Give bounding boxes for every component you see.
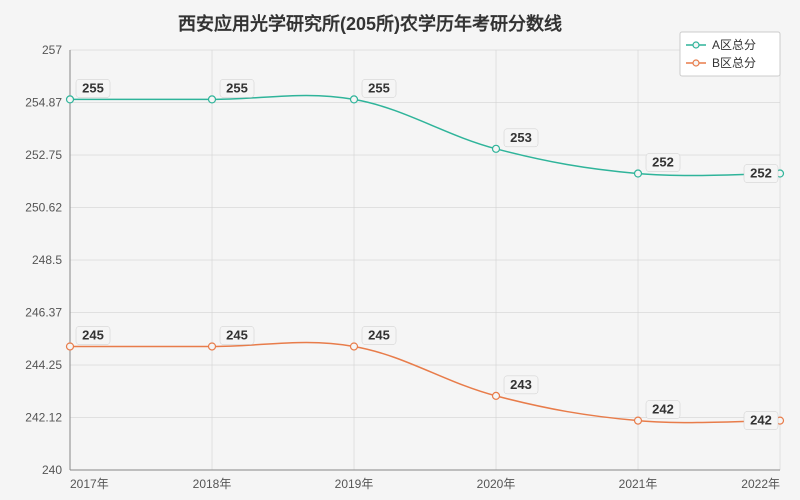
data-point <box>635 170 642 177</box>
data-label: 245 <box>226 327 248 342</box>
y-tick-label: 254.87 <box>25 96 62 110</box>
legend-label: B区总分 <box>712 56 756 70</box>
x-tick-label: 2021年 <box>619 477 658 491</box>
data-label-group: 242 <box>646 401 680 419</box>
data-label: 255 <box>368 80 390 95</box>
data-point <box>635 417 642 424</box>
data-label-group: 245 <box>220 326 254 344</box>
data-label: 243 <box>510 377 532 392</box>
y-tick-label: 240 <box>42 463 62 477</box>
data-label-group: 243 <box>504 376 538 394</box>
data-label-group: 245 <box>362 326 396 344</box>
x-tick-label: 2017年 <box>70 477 109 491</box>
x-tick-label: 2020年 <box>477 477 516 491</box>
y-tick-label: 246.37 <box>25 306 62 320</box>
data-point <box>67 96 74 103</box>
data-label: 255 <box>82 80 104 95</box>
data-label-group: 242 <box>744 412 778 430</box>
data-label-group: 252 <box>744 165 778 183</box>
y-tick-label: 252.75 <box>25 148 62 162</box>
y-tick-label: 244.25 <box>25 358 62 372</box>
data-label: 255 <box>226 80 248 95</box>
data-label: 245 <box>82 327 104 342</box>
chart-container: 240 242.12 244.25 246.37 248.5 250.62 252.75 25… <box>0 0 800 500</box>
data-point <box>493 392 500 399</box>
x-tick-label: 2018年 <box>193 477 232 491</box>
data-label: 253 <box>510 130 532 145</box>
data-point <box>209 343 216 350</box>
data-label-group: 245 <box>76 326 110 344</box>
x-tick-label: 2022年 <box>741 477 780 491</box>
y-tick-label: 257 <box>42 43 62 57</box>
data-point <box>493 145 500 152</box>
data-point <box>351 96 358 103</box>
data-label: 252 <box>652 155 674 170</box>
data-label: 245 <box>368 327 390 342</box>
legend-label: A区总分 <box>712 38 756 52</box>
data-label: 252 <box>750 166 772 181</box>
chart-title: 西安应用光学研究所(205所)农学历年考研分数线 <box>178 13 562 34</box>
data-point <box>209 96 216 103</box>
data-label-group: 255 <box>362 79 396 97</box>
y-tick-label: 250.62 <box>25 201 62 215</box>
line-chart: 240 242.12 244.25 246.37 248.5 250.62 252.75 25… <box>0 0 800 500</box>
data-label-group: 252 <box>646 154 680 172</box>
data-label: 242 <box>652 402 674 417</box>
y-tick-label: 242.12 <box>25 411 62 425</box>
data-label-group: 255 <box>76 79 110 97</box>
data-label: 242 <box>750 413 772 428</box>
y-tick-label: 248.5 <box>32 253 62 267</box>
legend: A区总分 B区总分 <box>680 32 780 76</box>
data-point <box>67 343 74 350</box>
data-label-group: 255 <box>220 79 254 97</box>
data-point <box>351 343 358 350</box>
data-label-group: 253 <box>504 129 538 147</box>
x-tick-label: 2019年 <box>335 477 374 491</box>
